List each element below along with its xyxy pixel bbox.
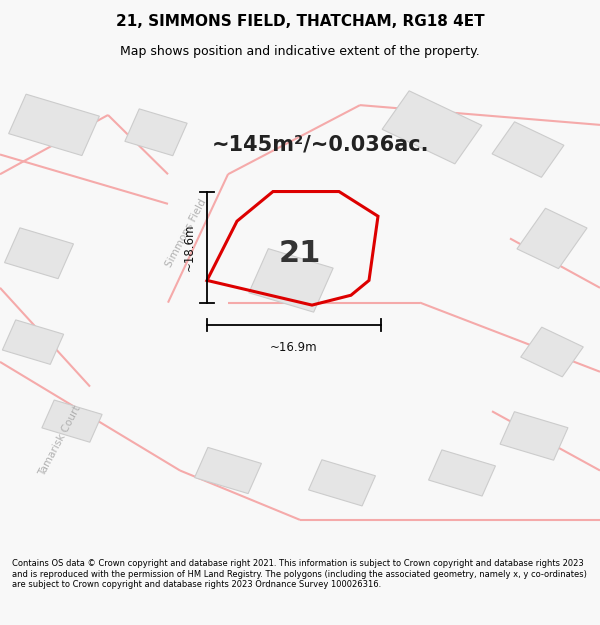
Polygon shape	[428, 450, 496, 496]
Polygon shape	[521, 327, 583, 377]
Polygon shape	[5, 228, 73, 279]
Text: Map shows position and indicative extent of the property.: Map shows position and indicative extent…	[120, 44, 480, 58]
Text: 21, SIMMONS FIELD, THATCHAM, RG18 4ET: 21, SIMMONS FIELD, THATCHAM, RG18 4ET	[116, 14, 484, 29]
Polygon shape	[249, 249, 333, 312]
Polygon shape	[42, 400, 102, 442]
Polygon shape	[492, 122, 564, 177]
Polygon shape	[308, 460, 376, 506]
Polygon shape	[517, 208, 587, 269]
Text: Simmons Field: Simmons Field	[164, 198, 208, 269]
Text: ~16.9m: ~16.9m	[270, 341, 318, 354]
Polygon shape	[2, 320, 64, 364]
Polygon shape	[500, 412, 568, 460]
Text: Tamarisk Court: Tamarisk Court	[37, 404, 83, 478]
Polygon shape	[382, 91, 482, 164]
Text: 21: 21	[279, 239, 321, 268]
Polygon shape	[125, 109, 187, 156]
Text: ~145m²/~0.036ac.: ~145m²/~0.036ac.	[212, 134, 430, 154]
Polygon shape	[8, 94, 100, 156]
Text: ~18.6m: ~18.6m	[183, 223, 196, 271]
Text: Contains OS data © Crown copyright and database right 2021. This information is : Contains OS data © Crown copyright and d…	[12, 559, 587, 589]
Polygon shape	[194, 448, 262, 494]
